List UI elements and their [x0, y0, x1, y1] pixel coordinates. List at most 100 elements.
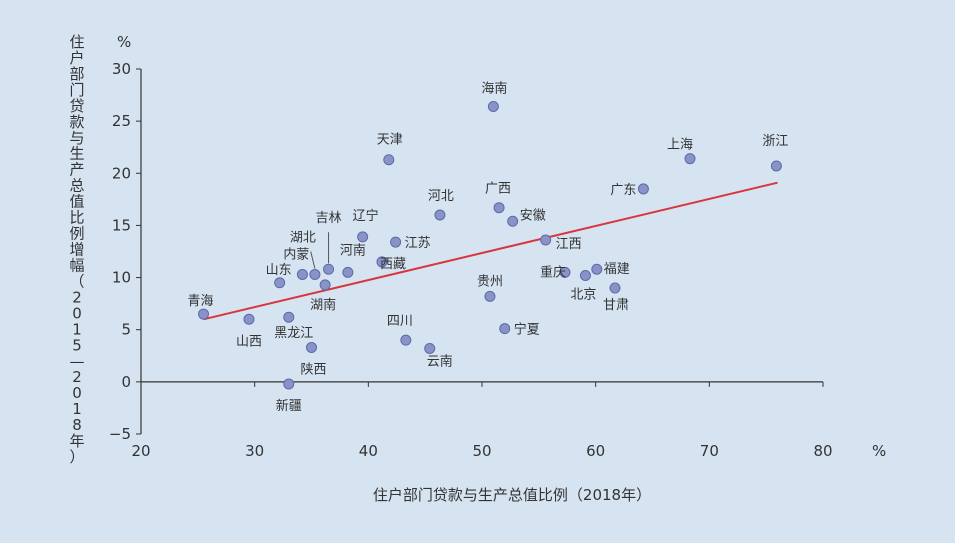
y-axis-title-char: 0 [72, 384, 82, 402]
y-axis-title-char: 1 [72, 320, 82, 338]
data-point [684, 153, 696, 165]
data-point [493, 202, 505, 214]
data-point [400, 334, 412, 346]
y-axis-title-char: — [70, 352, 85, 370]
point-label: 天津 [377, 133, 403, 148]
point-label: 山西 [236, 334, 262, 349]
label-leader-line [310, 251, 316, 269]
point-label: 贵州 [477, 274, 503, 289]
y-tick-label: −5 [109, 425, 131, 443]
y-axis-title-char: 年 [69, 432, 84, 450]
y-axis-title-char: ） [69, 448, 84, 466]
point-label: 山东 [266, 263, 292, 278]
x-tick-label: 20 [131, 442, 150, 460]
data-point [424, 342, 436, 354]
data-point [357, 231, 369, 243]
y-axis-title-char: 产 [69, 161, 84, 179]
point-label: 青海 [188, 294, 214, 309]
point-label: 湖北 [290, 230, 316, 245]
point-label: 北京 [570, 287, 596, 302]
y-axis-title-char: 门 [69, 81, 84, 99]
y-tick-label: 10 [112, 269, 131, 287]
data-point [487, 101, 499, 113]
data-point [434, 209, 446, 221]
y-axis-title-char: 住 [69, 33, 84, 51]
y-unit-label: % [117, 33, 131, 51]
y-axis-title: 住户部门贷款与生产总值比例增幅（ 2 0 1 5—2 0 1 8 年） [69, 33, 84, 466]
data-point [243, 313, 255, 325]
point-label: 甘肃 [603, 298, 629, 313]
point-label: 河北 [428, 189, 454, 204]
y-axis-title-char: 生 [69, 145, 84, 163]
data-point [283, 311, 295, 323]
data-point [507, 215, 519, 227]
y-axis-title-char: 比 [69, 209, 84, 227]
point-label: 黑龙江 [274, 326, 313, 341]
y-tick-label: 20 [112, 164, 131, 182]
data-point [390, 236, 402, 248]
x-tick-label: 70 [700, 442, 719, 460]
data-point [770, 160, 782, 172]
y-axis-title-char: 幅 [69, 256, 84, 274]
point-label: 安徽 [520, 208, 546, 223]
y-axis-title-char: 8 [72, 416, 82, 434]
point-label: 西藏 [380, 257, 406, 272]
point-label: 四川 [387, 314, 413, 329]
y-axis-title-char: 1 [72, 400, 82, 418]
y-tick-label: 0 [121, 373, 131, 391]
data-point [198, 308, 210, 320]
y-axis-title-char: 贷 [69, 97, 84, 115]
y-axis-title-char: 2 [72, 368, 82, 386]
point-label: 陕西 [300, 362, 326, 377]
point-label: 河南 [340, 242, 366, 258]
y-axis-title-char: 2 [72, 288, 82, 306]
y-axis-title-char: （ [69, 272, 84, 290]
point-label: 江苏 [405, 235, 431, 251]
data-point [274, 277, 286, 289]
point-label: 吉林 [316, 211, 342, 226]
x-tick-label: 50 [472, 442, 491, 460]
y-tick-label: 30 [112, 60, 131, 78]
data-point [637, 183, 649, 195]
data-point [296, 268, 308, 280]
data-points [198, 101, 782, 390]
data-point [342, 266, 354, 278]
y-axis-title-char: 与 [69, 129, 84, 147]
data-point [540, 234, 552, 246]
x-tick-label: 40 [359, 442, 378, 460]
data-point [499, 323, 511, 335]
y-axis-title-char: 户 [69, 49, 84, 67]
data-point [376, 256, 388, 268]
data-point [591, 263, 603, 275]
data-point [609, 282, 621, 294]
point-label: 宁夏 [514, 322, 540, 338]
data-point [484, 290, 496, 302]
data-point [319, 279, 331, 291]
point-label: 浙江 [762, 134, 788, 149]
point-label: 上海 [667, 138, 693, 153]
y-axis-title-char: 5 [72, 336, 82, 354]
y-axis-title-char: 部 [69, 65, 84, 83]
point-label: 重庆 [540, 264, 566, 280]
data-point [309, 268, 321, 280]
y-axis-title-char: 0 [72, 304, 82, 322]
data-point [283, 378, 295, 390]
x-tick-label: 30 [245, 442, 264, 460]
x-axis-title: 住户部门贷款与生产总值比例（2018年） [373, 486, 651, 504]
point-label: 云南 [427, 353, 453, 369]
y-axis-title-char: 值 [69, 193, 84, 211]
trend-line [203, 181, 778, 321]
point-label: 福建 [604, 262, 630, 277]
tick-labels: −5 0 5 10 15 20 25 30 20 30 40 50 60 70 80 [109, 60, 833, 460]
x-tick-label: 80 [813, 442, 832, 460]
y-axis-title-char: 总 [69, 177, 84, 195]
point-label: 广东 [610, 183, 636, 198]
point-label: 新疆 [276, 398, 302, 414]
data-point [306, 341, 317, 353]
data-point [323, 263, 335, 275]
y-tick-label: 25 [112, 112, 131, 130]
point-label: 湖南 [310, 297, 336, 313]
